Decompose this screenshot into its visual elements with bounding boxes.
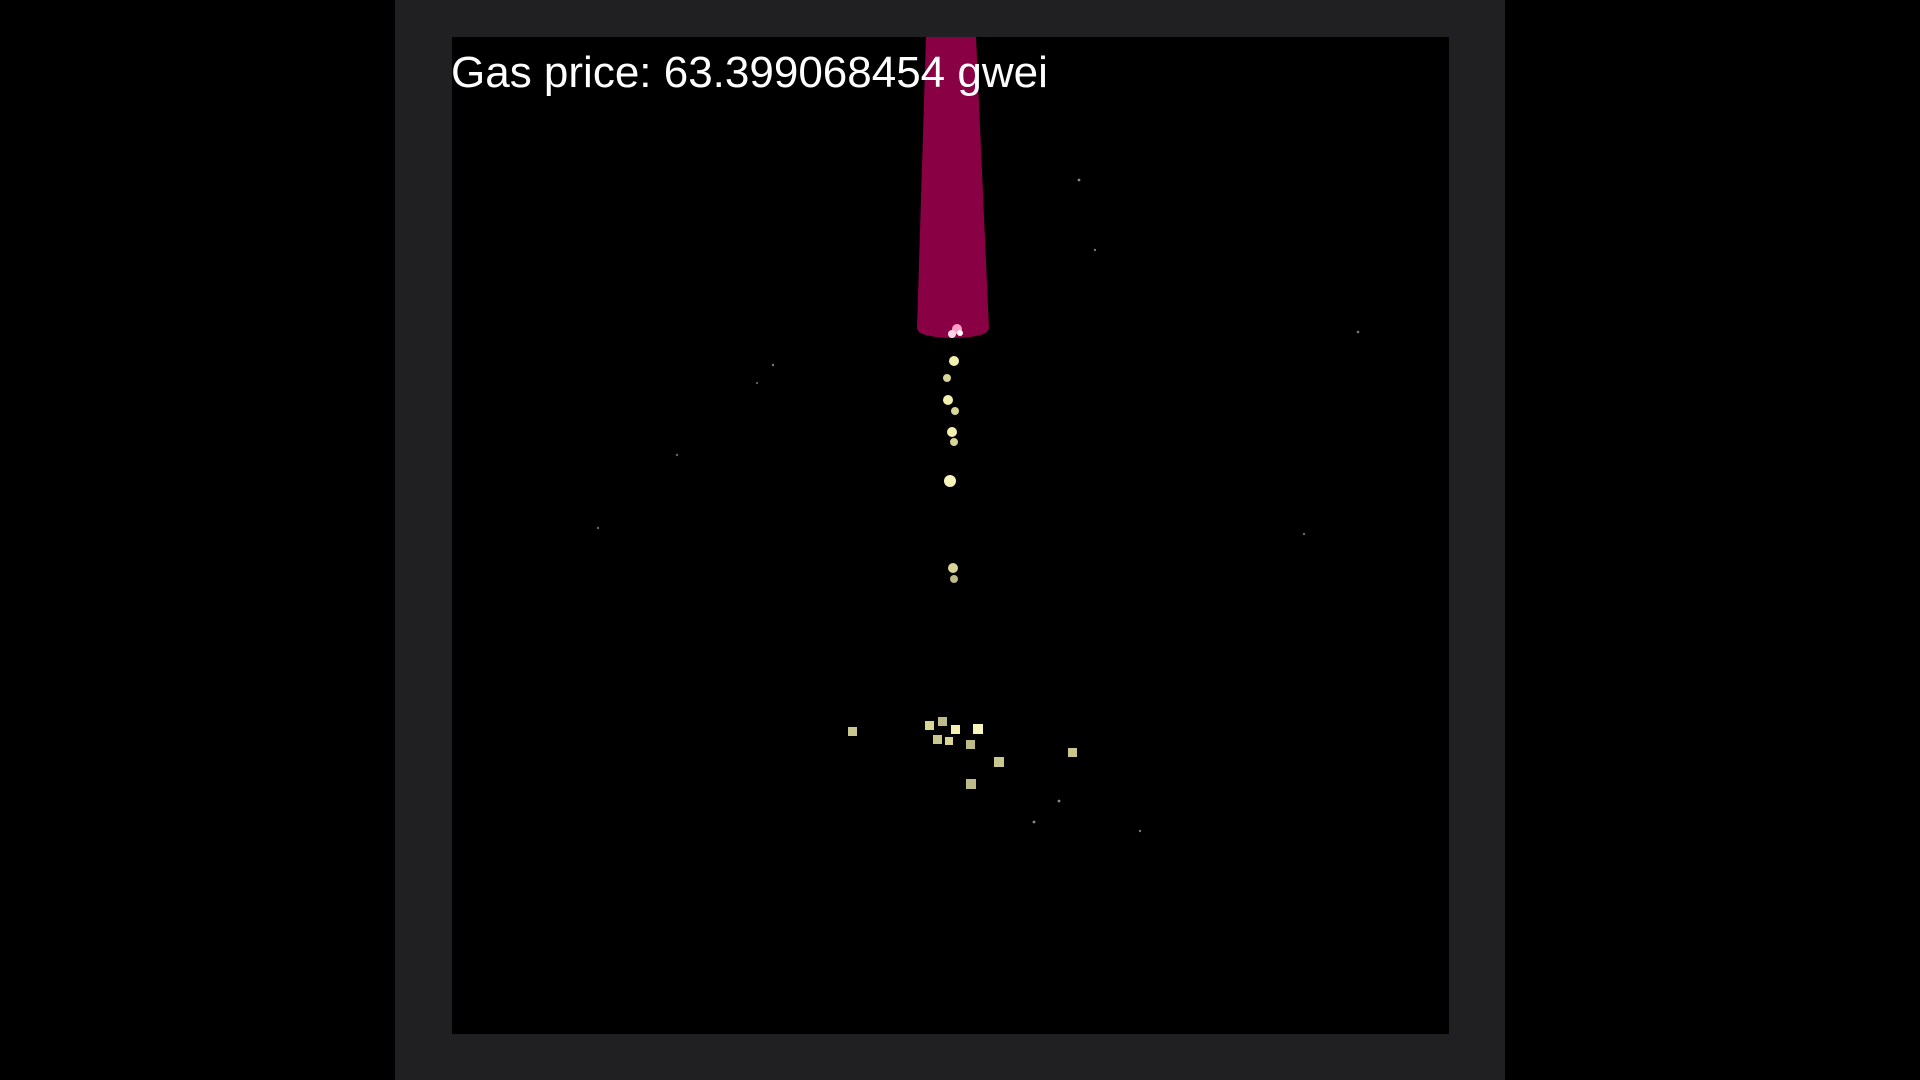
particle bbox=[951, 725, 960, 734]
particle bbox=[943, 374, 951, 382]
star bbox=[1138, 829, 1142, 833]
star bbox=[596, 526, 600, 530]
particle bbox=[943, 395, 953, 405]
particle bbox=[938, 717, 947, 726]
star bbox=[1032, 820, 1036, 824]
landing-particle-cluster bbox=[848, 717, 1077, 789]
particle bbox=[950, 438, 958, 446]
star bbox=[771, 363, 775, 367]
spark-particle bbox=[948, 330, 956, 338]
spark-cluster bbox=[948, 324, 963, 338]
particle bbox=[949, 356, 959, 366]
spark-particle bbox=[957, 330, 963, 336]
particle bbox=[945, 737, 953, 745]
falling-particle-stream bbox=[943, 356, 959, 583]
star bbox=[1356, 330, 1360, 334]
star bbox=[675, 453, 679, 457]
star bbox=[1093, 248, 1097, 252]
particle bbox=[966, 779, 976, 789]
particle bbox=[1068, 748, 1077, 757]
particle bbox=[994, 757, 1004, 767]
star-field bbox=[596, 178, 1360, 833]
star bbox=[1057, 799, 1061, 803]
particle-scene bbox=[596, 37, 1360, 833]
particle bbox=[950, 575, 958, 583]
visualization-canvas[interactable]: Gas price: 63.399068454 gwei bbox=[452, 37, 1449, 1034]
beam-icon bbox=[917, 37, 989, 338]
star bbox=[1077, 178, 1081, 182]
particle bbox=[947, 427, 957, 437]
star bbox=[755, 381, 759, 385]
particle bbox=[951, 407, 959, 415]
particle bbox=[973, 724, 983, 734]
particle bbox=[948, 563, 958, 573]
particle bbox=[966, 740, 975, 749]
gas-price-label: Gas price: 63.399068454 gwei bbox=[452, 48, 1048, 97]
visualization-frame: Gas price: 63.399068454 gwei bbox=[395, 0, 1505, 1080]
particle bbox=[933, 735, 942, 744]
star bbox=[1302, 532, 1306, 536]
particle bbox=[925, 721, 934, 730]
particle bbox=[944, 475, 956, 487]
particle bbox=[848, 727, 857, 736]
